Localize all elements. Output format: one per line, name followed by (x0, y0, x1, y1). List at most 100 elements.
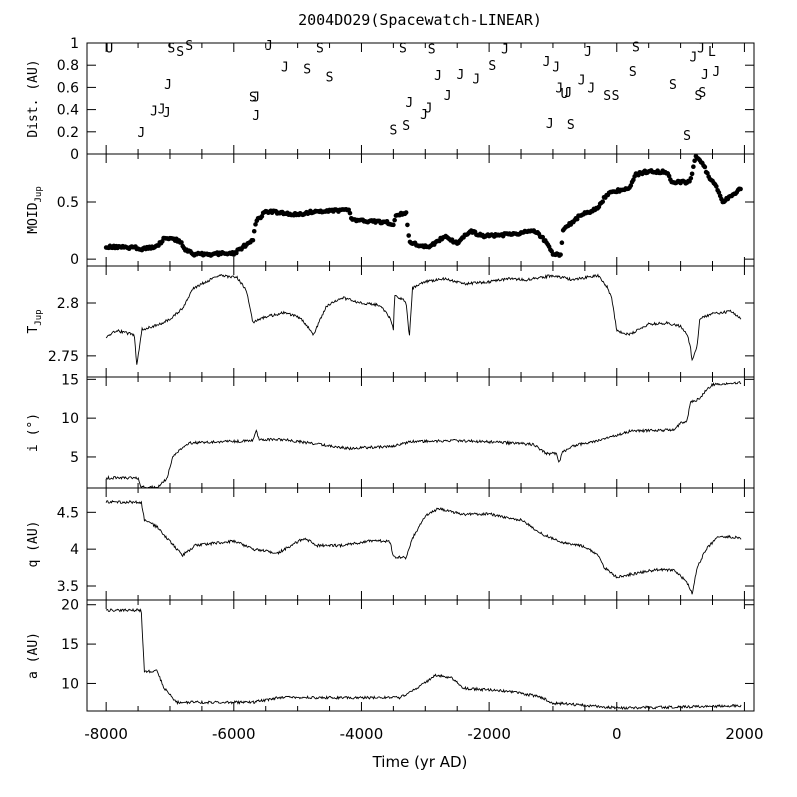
moid-point (391, 222, 396, 228)
moid-point (253, 222, 258, 227)
y-tick-label: 4 (70, 542, 79, 558)
approach-marker-S: S (695, 89, 703, 104)
approach-marker-J: J (584, 45, 592, 60)
series-line-tjup (105, 273, 742, 365)
moid-point (738, 186, 743, 192)
x-tick-label: 0 (612, 725, 622, 743)
approach-marker-S: S (316, 41, 324, 56)
approach-marker-S: S (603, 89, 611, 104)
approach-marker-S: S (669, 78, 677, 93)
y-axis-label: i (°) (26, 413, 41, 452)
y-axis-label: Dist. (AU) (26, 59, 41, 137)
approach-marker-J: J (689, 50, 697, 65)
approach-marker-J: J (546, 117, 554, 132)
approach-marker-J: J (543, 55, 551, 70)
approach-marker-S: S (612, 89, 620, 104)
moid-point (688, 175, 694, 181)
moid-point (691, 164, 696, 170)
series-line-semi (105, 607, 742, 711)
approach-marker-S: S (632, 40, 640, 55)
approach-marker-J: J (587, 81, 595, 96)
approach-marker-J: J (444, 89, 452, 104)
approach-marker-J: J (501, 43, 509, 58)
approach-marker-J: J (405, 96, 413, 111)
moid-point (405, 222, 410, 228)
approach-marker-J: J (252, 109, 260, 124)
panel-semi: 10 15 20 a (AU) (26, 598, 755, 712)
panel-frame (86, 599, 755, 712)
chart-title: 2004DO29(Spacewatch-LINEAR) (298, 11, 542, 29)
y-tick-label: 0.6 (57, 80, 79, 96)
y-axis-label: q (AU) (26, 521, 41, 568)
approach-marker-J: J (420, 108, 428, 123)
x-tick-label: 2000 (725, 725, 763, 743)
x-tick-label: -2000 (467, 725, 511, 743)
y-axis-label: a (AU) (26, 632, 41, 679)
moid-point (251, 228, 257, 234)
approach-marker-S: S (488, 59, 496, 74)
approach-marker-J: J (701, 68, 709, 83)
y-tick-label: 1 (70, 36, 79, 52)
approach-marker-S: S (326, 70, 334, 85)
y-axis-label-subscript: Jup (34, 309, 44, 325)
approach-marker-S: S (399, 41, 407, 56)
moid-point (631, 177, 636, 183)
approach-marker-J: J (281, 60, 289, 75)
approach-marker-J: J (137, 126, 145, 141)
moid-point (403, 210, 409, 215)
approach-marker-U: U (105, 41, 113, 56)
approach-marker-S: S (303, 63, 311, 78)
approach-marker-J: J (552, 60, 560, 75)
x-tick-label: -6000 (212, 725, 256, 743)
moid-point (666, 173, 672, 179)
y-tick-label: 4.5 (57, 505, 79, 521)
x-tick-label: -8000 (84, 725, 128, 743)
moid-point (628, 183, 634, 188)
approach-marker-S: S (402, 119, 410, 134)
approach-marker-J: J (163, 106, 171, 121)
moid-point (250, 237, 256, 243)
y-tick-label: 10 (61, 676, 79, 692)
approach-marker-J: J (265, 39, 273, 54)
approach-marker-J: J (434, 69, 442, 84)
approach-marker-S: S (389, 124, 397, 139)
moid-point (714, 184, 719, 189)
approach-marker-J: J (158, 102, 166, 117)
x-axis-label: Time (yr AD) (372, 753, 468, 771)
approach-marker-S: S (176, 45, 184, 60)
approach-marker-J: J (697, 41, 705, 56)
approach-marker-S: S (698, 86, 706, 101)
moid-point (702, 164, 708, 170)
approach-marker-J: J (252, 90, 260, 105)
approach-marker-L: L (708, 45, 716, 60)
moid-points (103, 154, 743, 258)
y-tick-label: 0.8 (57, 58, 79, 74)
approach-marker-J: J (472, 73, 480, 88)
x-tick-label: -4000 (340, 725, 384, 743)
y-tick-label: 0 (70, 147, 79, 163)
moid-point (689, 171, 695, 177)
y-tick-label: 2.8 (57, 296, 79, 312)
approach-marker-S: S (185, 39, 193, 54)
approach-marker-S: S (428, 43, 436, 58)
approach-marker-J: J (578, 74, 586, 89)
y-tick-label: 2.75 (48, 349, 79, 365)
approach-marker-J: J (425, 101, 433, 116)
approach-marker-J: J (164, 78, 172, 93)
moid-point (558, 252, 563, 257)
series-line-peri (105, 499, 742, 595)
moid-point (347, 210, 353, 216)
y-tick-label: 20 (61, 598, 79, 614)
y-axis-label-subscript: Jup (34, 186, 44, 202)
y-tick-label: 5 (70, 450, 79, 466)
y-tick-label: 15 (61, 372, 79, 388)
approach-marker-J: J (456, 68, 464, 83)
moid-point (540, 234, 546, 240)
y-tick-label: 3.5 (57, 579, 79, 595)
approach-marker-U: U (561, 87, 569, 102)
